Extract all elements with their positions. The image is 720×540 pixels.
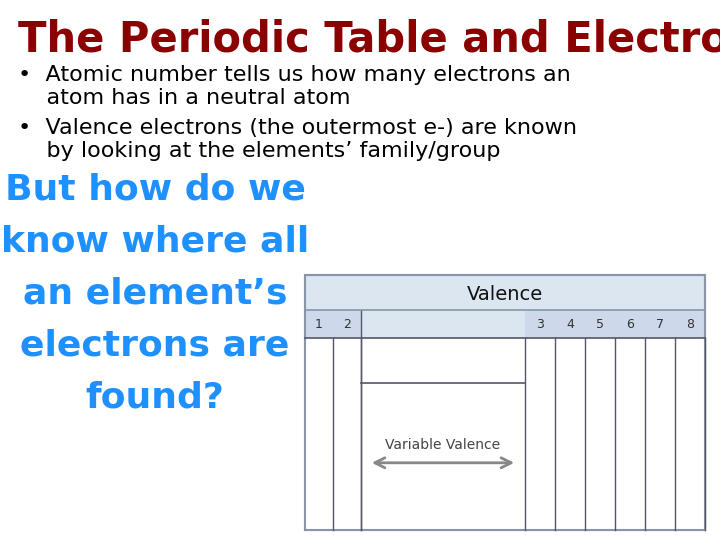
Text: Valence: Valence xyxy=(467,285,543,304)
Text: 7: 7 xyxy=(656,318,664,330)
Text: by looking at the elements’ family/group: by looking at the elements’ family/group xyxy=(18,141,500,161)
Bar xyxy=(305,275,705,530)
Text: found?: found? xyxy=(86,380,225,414)
Text: •  Valence electrons (the outermost e-) are known: • Valence electrons (the outermost e-) a… xyxy=(18,118,577,138)
Bar xyxy=(361,338,525,530)
Text: 5: 5 xyxy=(596,318,604,330)
Text: The Periodic Table and Electrons: The Periodic Table and Electrons xyxy=(18,18,720,60)
Bar xyxy=(305,310,361,338)
Text: Variable Valence: Variable Valence xyxy=(385,438,500,452)
Text: an element’s: an element’s xyxy=(23,276,287,310)
Text: •  Atomic number tells us how many electrons an: • Atomic number tells us how many electr… xyxy=(18,65,571,85)
Text: 4: 4 xyxy=(566,318,574,330)
Text: 3: 3 xyxy=(536,318,544,330)
Bar xyxy=(305,275,705,530)
Bar xyxy=(305,338,361,530)
Bar xyxy=(525,310,705,338)
Text: 8: 8 xyxy=(686,318,694,330)
Bar xyxy=(525,338,705,530)
Text: 1: 1 xyxy=(315,318,323,330)
Bar xyxy=(361,310,525,338)
Text: electrons are: electrons are xyxy=(20,328,289,362)
Text: 2: 2 xyxy=(343,318,351,330)
Text: 6: 6 xyxy=(626,318,634,330)
Text: know where all: know where all xyxy=(1,224,309,258)
Text: But how do we: But how do we xyxy=(4,172,305,206)
Text: atom has in a neutral atom: atom has in a neutral atom xyxy=(18,88,351,108)
